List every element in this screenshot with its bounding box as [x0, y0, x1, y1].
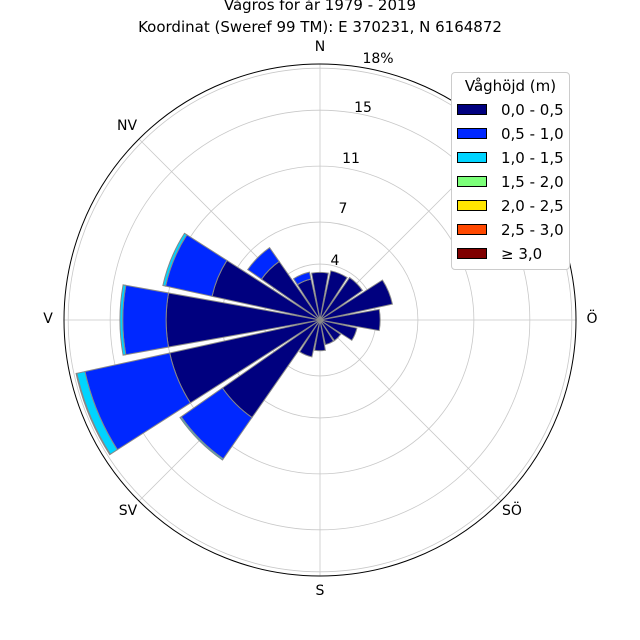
legend-swatch	[457, 200, 487, 211]
radial-tick-label: 4	[330, 253, 340, 269]
legend-swatch	[457, 176, 487, 187]
grid-circle	[67, 67, 573, 573]
rose-bar-SV-2	[179, 416, 224, 461]
legend-title: Våghöjd (m)	[464, 77, 557, 95]
direction-label-e: Ö	[586, 311, 598, 327]
chart-title: Vågros för år 1979 - 2019	[223, 0, 417, 14]
chart-subtitle: Koordinat (Sweref 99 TM): E 370231, N 61…	[138, 18, 502, 36]
rose-bar-V-1	[122, 284, 170, 356]
legend-swatch	[457, 128, 487, 139]
radial-tick-label: 18%	[362, 51, 394, 67]
legend-label: ≥ 3,0	[501, 245, 543, 263]
direction-label-s: S	[315, 583, 325, 599]
rose-bar-ÖNÖ-0	[319, 279, 394, 321]
legend-label: 0,5 - 1,0	[501, 125, 564, 143]
rose-bar-NÖ-0	[319, 276, 364, 321]
grid-spoke	[319, 319, 502, 502]
rose-bar-NV-1	[247, 247, 280, 280]
radial-tick-label: 15	[354, 100, 372, 116]
outer-circle	[63, 63, 577, 577]
rose-bars	[75, 232, 394, 461]
radial-tick-label: 7	[338, 201, 348, 217]
legend-swatch	[457, 104, 487, 115]
rose-bar-Ö-0	[319, 308, 381, 332]
direction-label-w: V	[43, 311, 53, 327]
legend-label: 1,5 - 2,0	[501, 173, 564, 191]
legend-label: 1,0 - 1,5	[501, 149, 564, 167]
rose-bar-VSV-3	[75, 372, 111, 456]
rose-bar-NNV-1	[292, 271, 312, 286]
direction-label-nw: NV	[116, 118, 138, 134]
rose-bar-VNV-2	[162, 232, 188, 287]
legend-swatch	[457, 248, 487, 259]
radial-tick-label: 11	[342, 151, 360, 167]
rose-bar-V-2	[119, 284, 127, 356]
legend-swatch	[457, 152, 487, 163]
rose-bar-N-0	[311, 271, 329, 321]
grid-circle	[109, 109, 531, 531]
rose-bar-NNÖ-0	[319, 270, 348, 321]
legend-label: 2,0 - 2,5	[501, 197, 564, 215]
legend-label: 2,5 - 3,0	[501, 221, 564, 239]
legend-swatch	[457, 224, 487, 235]
legend: Våghöjd (m) 0,0 - 0,5 0,5 - 1,0 1,0 - 1,…	[451, 72, 570, 270]
direction-label-se: SÖ	[502, 503, 522, 519]
legend-label: 0,0 - 0,5	[501, 101, 564, 119]
direction-label-n: N	[314, 39, 326, 55]
direction-label-sw: SV	[118, 503, 138, 519]
